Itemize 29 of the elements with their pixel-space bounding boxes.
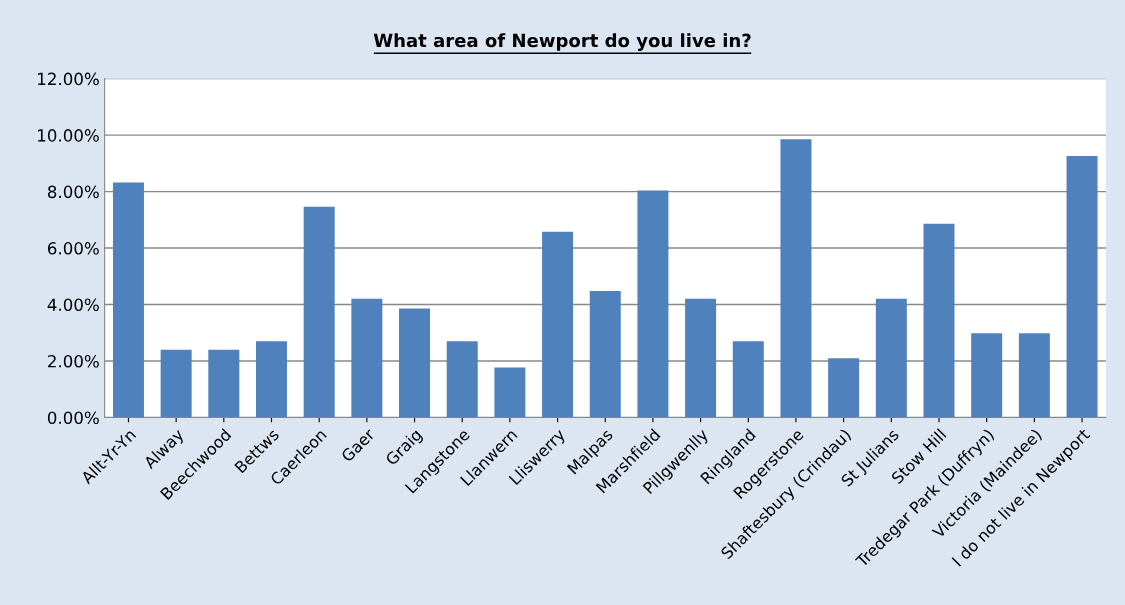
bar (589, 290, 621, 418)
bar (542, 231, 574, 418)
bar (971, 333, 1003, 418)
y-tick-label: 10.00% (38, 129, 99, 142)
y-tick-label: 8.00% (47, 185, 99, 199)
y-tick-label: 4.00% (47, 298, 99, 312)
y-tick-label: 6.00% (47, 242, 99, 255)
bar (208, 349, 240, 418)
bar (446, 341, 478, 418)
bar (494, 367, 526, 418)
bar (685, 298, 717, 418)
bar (160, 349, 192, 418)
bar (112, 182, 144, 418)
y-tick-label: 12.00% (38, 72, 99, 86)
bar (1018, 333, 1050, 418)
bar (1066, 156, 1098, 418)
bar (828, 358, 860, 418)
bar (256, 341, 287, 418)
bar (637, 190, 669, 418)
bar (923, 223, 955, 418)
bar (780, 139, 812, 418)
bar (351, 298, 383, 418)
y-tick-label: 0.00% (47, 411, 99, 425)
bar (732, 341, 764, 418)
bar (399, 308, 431, 418)
bar (875, 298, 907, 418)
chart-title: What area of Newport do you live in? (373, 33, 751, 51)
y-tick-label: 2.00% (48, 354, 99, 368)
bar (303, 206, 335, 418)
